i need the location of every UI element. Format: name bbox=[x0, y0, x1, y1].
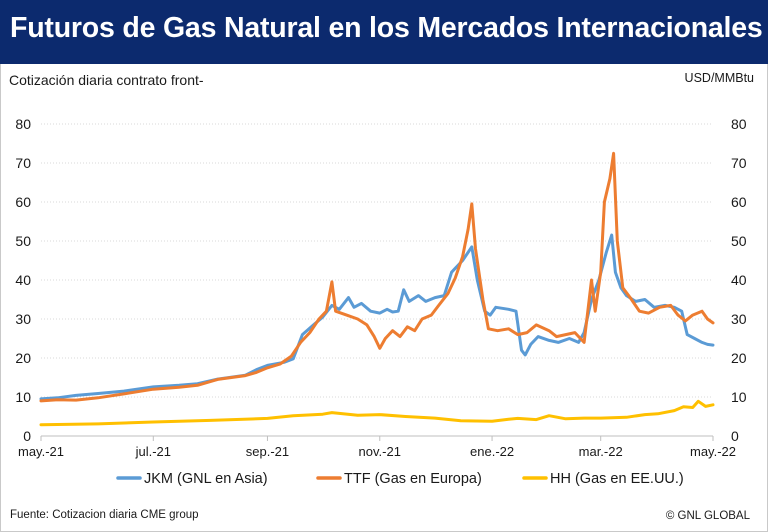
unit-label: USD/MMBtu bbox=[684, 71, 754, 85]
copyright-credit: © GNL GLOBAL bbox=[665, 510, 750, 522]
y-tick-left: 70 bbox=[15, 155, 31, 171]
series-line-3 bbox=[39, 399, 715, 427]
y-tick-left: 40 bbox=[15, 272, 31, 288]
y-tick-left: 80 bbox=[15, 116, 31, 132]
x-tick-label: may.-22 bbox=[690, 444, 736, 459]
legend: JKM (GNL en Asia) TTF (Gas en Europa) HH (… bbox=[116, 471, 684, 487]
x-tick-label: nov.-21 bbox=[359, 444, 401, 459]
title-banner: Futuros de Gas Natural en los Mercados I… bbox=[0, 0, 768, 64]
grid-lines bbox=[41, 123, 713, 398]
source-note: Fuente: Cotizacion diaria CME group bbox=[10, 509, 199, 521]
x-tick-label: sep.-21 bbox=[246, 444, 289, 459]
chart-subtitle: Cotización diaria contrato front- bbox=[9, 72, 204, 88]
y-tick-left: 20 bbox=[15, 350, 31, 366]
page-title: Futuros de Gas Natural en los Mercados I… bbox=[10, 12, 763, 44]
x-tick-label: ene.-22 bbox=[470, 444, 514, 459]
y-tick-right: 20 bbox=[731, 350, 747, 366]
axes: 0 10 20 30 40 50 60 70 80 0 10 20 30 40 50 60 70 80 may.-2… bbox=[15, 116, 746, 459]
y-tick-right: 60 bbox=[731, 194, 747, 210]
y-tick-right: 70 bbox=[731, 155, 747, 171]
y-tick-right: 50 bbox=[731, 233, 747, 249]
y-tick-right: 40 bbox=[731, 272, 747, 288]
y-tick-right: 30 bbox=[731, 311, 747, 327]
x-tick-label: mar.-22 bbox=[579, 444, 623, 459]
x-tick-label: jul.-21 bbox=[135, 444, 171, 459]
y-tick-left: 30 bbox=[15, 311, 31, 327]
legend-label: HH (Gas en EE.UU.) bbox=[550, 471, 684, 487]
y-tick-right: 80 bbox=[731, 116, 747, 132]
y-tick-left: 10 bbox=[15, 389, 31, 405]
y-tick-right: 0 bbox=[731, 428, 739, 444]
series-line-1 bbox=[39, 233, 715, 401]
y-tick-left: 0 bbox=[23, 428, 31, 444]
series-lines bbox=[39, 151, 715, 427]
y-tick-left: 50 bbox=[15, 233, 31, 249]
legend-label: JKM (GNL en Asia) bbox=[144, 471, 268, 487]
x-tick-label: may.-21 bbox=[18, 444, 64, 459]
y-tick-right: 10 bbox=[731, 389, 747, 405]
legend-label: TTF (Gas en Europa) bbox=[344, 471, 482, 487]
y-tick-left: 60 bbox=[15, 194, 31, 210]
series-line-2 bbox=[39, 151, 715, 403]
